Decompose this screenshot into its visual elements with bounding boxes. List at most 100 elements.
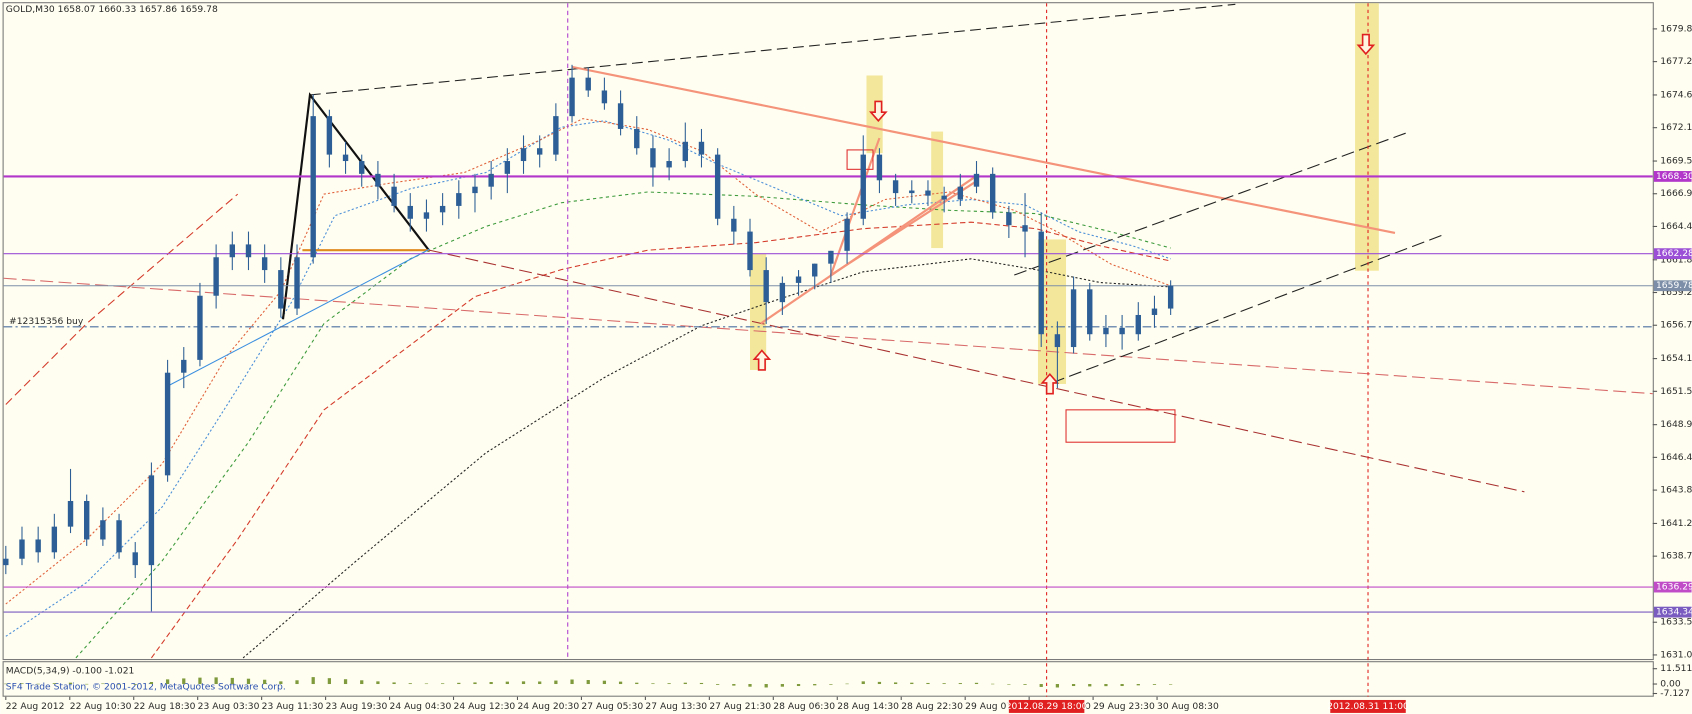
candle-body xyxy=(844,218,850,251)
x-tick-label: 23 Aug 11:30 xyxy=(262,701,324,712)
x-tick-label: 24 Aug 04:30 xyxy=(390,701,452,712)
macd-bar xyxy=(52,683,56,685)
level-label: 1668.30 xyxy=(1656,171,1692,182)
macd-bars xyxy=(4,677,1173,688)
candle-body xyxy=(1022,225,1028,232)
macd-bar xyxy=(1055,684,1060,688)
macd-bar xyxy=(942,683,946,685)
macd-bar xyxy=(198,677,202,685)
candle-body xyxy=(973,173,980,187)
y-tick-label: 1651.55 xyxy=(1660,386,1692,397)
macd-bar xyxy=(327,678,331,685)
macd-bar xyxy=(505,681,509,685)
candle-body xyxy=(35,539,41,553)
macd-bar xyxy=(716,684,720,685)
y-tick-label: 1659.25 xyxy=(1660,287,1692,298)
candle-body xyxy=(925,190,931,196)
time-marker: 2012.08.29 18:00 xyxy=(1006,701,1088,712)
x-tick-label: 27 Aug 21:30 xyxy=(709,701,771,712)
candle-body xyxy=(747,231,753,271)
zone xyxy=(1355,3,1379,271)
macd-bar xyxy=(85,683,89,685)
macd-bar xyxy=(829,684,833,685)
macd-bar xyxy=(376,681,380,685)
candle-body xyxy=(617,103,624,129)
macd-bar xyxy=(764,684,768,688)
zone xyxy=(931,131,944,249)
candle-body xyxy=(84,500,90,540)
macd-bar xyxy=(538,681,542,685)
candle-body xyxy=(1070,289,1077,348)
y-tick-label: 1633.55 xyxy=(1660,617,1692,628)
candle-body xyxy=(164,372,171,476)
candle-body xyxy=(213,257,219,296)
candle-body xyxy=(245,244,252,258)
ma-orange xyxy=(5,118,1171,605)
candle-body xyxy=(1103,327,1109,335)
macd-bar xyxy=(991,683,995,685)
macd-bar xyxy=(36,683,40,685)
candle-body xyxy=(1119,327,1125,335)
time-marker: 2012.08.31 11:00 xyxy=(1327,701,1409,712)
x-tick-label: 29 Aug 07:30 xyxy=(965,701,1027,712)
level-label-box xyxy=(1653,248,1692,260)
macd-bar xyxy=(667,683,671,685)
candle-body xyxy=(812,263,818,277)
time-marker-box xyxy=(1330,699,1406,713)
candle-body xyxy=(957,186,964,200)
candle-body xyxy=(67,500,74,527)
macd-bar xyxy=(683,682,687,685)
macd-bar xyxy=(1169,684,1173,685)
candle-body xyxy=(892,180,899,194)
candle-body xyxy=(1006,212,1012,226)
y-tick-label: 1654.10 xyxy=(1660,353,1692,364)
candle-body xyxy=(601,90,608,104)
y-tick-label: 1643.85 xyxy=(1660,485,1692,496)
candle-body xyxy=(197,295,203,360)
candle-body xyxy=(941,195,947,200)
macd-bar xyxy=(877,681,882,685)
candle-body xyxy=(1054,334,1061,348)
candle-body xyxy=(278,270,284,309)
macd-bar xyxy=(20,683,24,685)
macd-bar xyxy=(1007,684,1011,685)
x-tick-label: 22 Aug 18:30 xyxy=(134,701,196,712)
channel-line xyxy=(1051,234,1443,384)
fan-line xyxy=(830,180,978,276)
macd-bar xyxy=(958,683,962,685)
macd-bar xyxy=(974,682,979,685)
macd-bar xyxy=(651,683,655,685)
candle-body xyxy=(375,173,381,187)
y-tick-label: 1656.70 xyxy=(1660,320,1692,331)
macd-bar xyxy=(149,682,154,685)
macd-bar xyxy=(586,680,590,685)
y-tick-label: 11.511 xyxy=(1660,663,1692,674)
macd-bar xyxy=(699,682,704,685)
ma-green xyxy=(75,191,1171,659)
macd-bar xyxy=(392,682,396,685)
macd-title: MACD(5,34,9) -0.100 -1.021 xyxy=(6,665,135,676)
box xyxy=(846,149,874,170)
candle-body xyxy=(860,154,866,219)
macd-bar xyxy=(68,682,73,685)
zigzag xyxy=(281,92,431,320)
candle-body xyxy=(989,173,996,213)
candle-body xyxy=(569,77,575,117)
candle-body xyxy=(731,218,737,232)
x-tick-label: 29 Aug 23:30 xyxy=(1093,701,1155,712)
macd-bar xyxy=(4,683,8,685)
macd-bar xyxy=(457,682,461,685)
candle-body xyxy=(19,539,25,559)
symbol-header: GOLD,M30 1658.07 1660.33 1657.86 1659.78 xyxy=(6,4,218,15)
level-label: 1634.34 xyxy=(1656,607,1692,618)
x-tick-label: 24 Aug 20:30 xyxy=(517,701,579,712)
macd-bar xyxy=(1136,684,1140,686)
candle-body xyxy=(359,161,365,174)
candle-body xyxy=(116,520,122,553)
y-tick-label: 1661.80 xyxy=(1660,254,1692,265)
ma-black xyxy=(242,258,1171,659)
candle-body xyxy=(520,148,527,162)
candle-body xyxy=(181,359,187,373)
